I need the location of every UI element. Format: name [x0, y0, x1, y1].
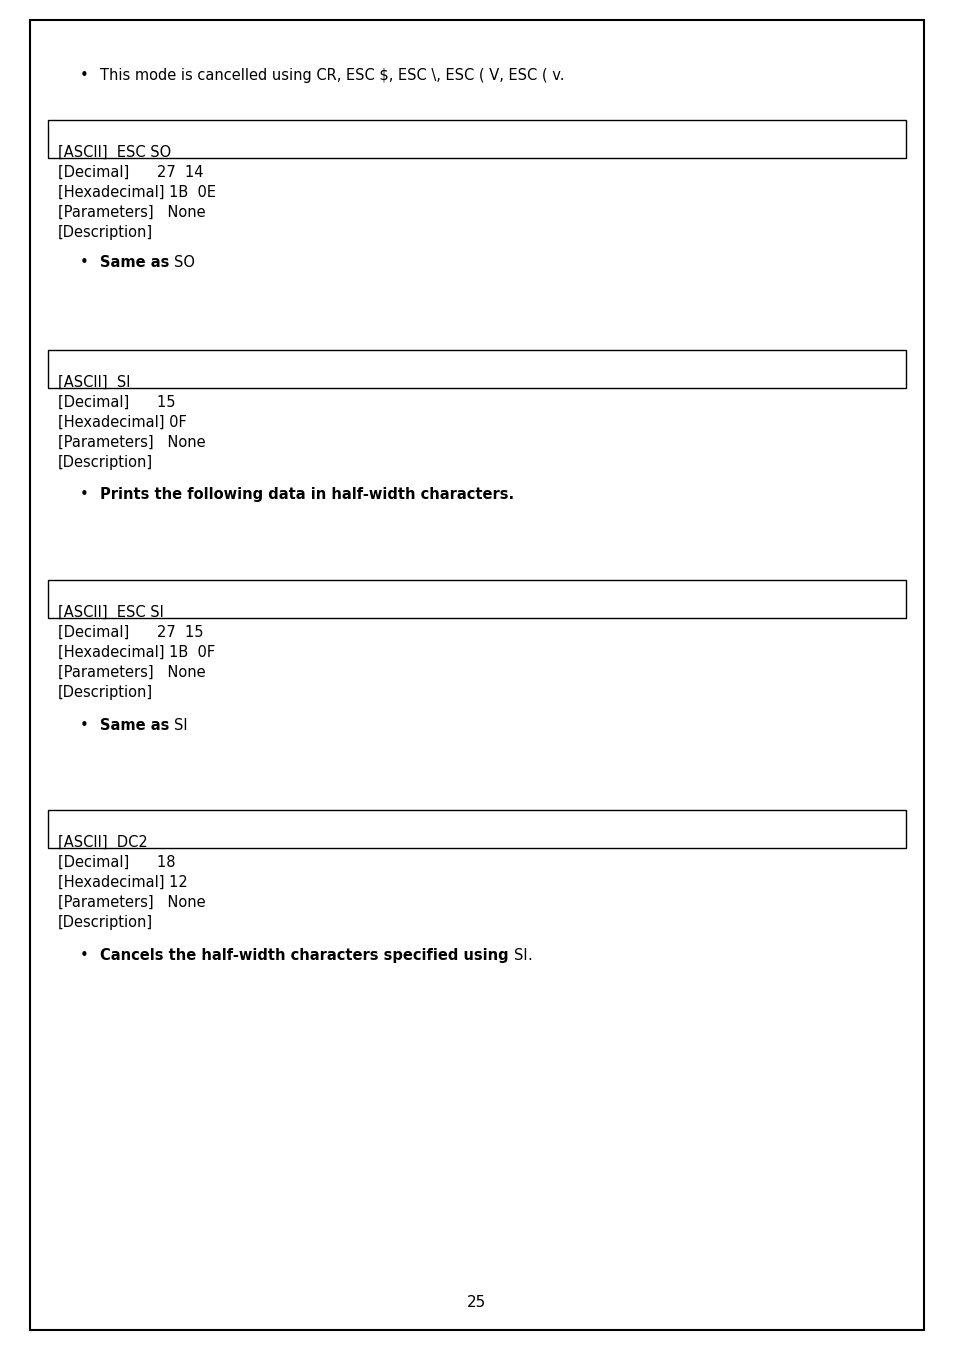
Text: [Hexadecimal] 1B  0E: [Hexadecimal] 1B 0E — [58, 185, 215, 200]
Text: SO: SO — [174, 255, 195, 270]
Text: SI: SI — [174, 718, 188, 733]
Text: 25: 25 — [467, 1295, 486, 1309]
Text: Same as: Same as — [100, 255, 174, 270]
Text: [Parameters]   None: [Parameters] None — [58, 205, 206, 220]
Text: [Parameters]   None: [Parameters] None — [58, 895, 206, 910]
Bar — [48, 580, 905, 618]
Text: [Hexadecimal] 0F: [Hexadecimal] 0F — [58, 414, 187, 431]
Text: [Parameters]   None: [Parameters] None — [58, 435, 206, 450]
Text: [Description]: [Description] — [58, 455, 153, 470]
Text: [ASCII]  ESC SI: [ASCII] ESC SI — [58, 605, 164, 620]
Bar — [48, 350, 905, 387]
Text: [Parameters]   None: [Parameters] None — [58, 666, 206, 680]
Text: [Description]: [Description] — [58, 684, 153, 701]
Bar — [48, 120, 905, 158]
Text: [ASCII]  DC2: [ASCII] DC2 — [58, 836, 148, 850]
Text: [Description]: [Description] — [58, 915, 153, 930]
Text: •: • — [79, 948, 89, 963]
Text: [Decimal]      27  15: [Decimal] 27 15 — [58, 625, 203, 640]
Text: [Description]: [Description] — [58, 225, 153, 240]
Text: •: • — [79, 68, 89, 82]
Text: [Hexadecimal] 1B  0F: [Hexadecimal] 1B 0F — [58, 645, 214, 660]
Text: Cancels the half-width characters specified using: Cancels the half-width characters specif… — [100, 948, 514, 963]
Text: •: • — [79, 255, 89, 270]
Text: [Hexadecimal] 12: [Hexadecimal] 12 — [58, 875, 188, 890]
Text: •: • — [79, 487, 89, 502]
Text: SI: SI — [514, 948, 527, 963]
Text: [Decimal]      18: [Decimal] 18 — [58, 855, 175, 869]
Bar — [48, 810, 905, 848]
Text: [Decimal]      15: [Decimal] 15 — [58, 396, 175, 410]
Text: This mode is cancelled using CR, ESC $, ESC \, ESC ( V, ESC ( v.: This mode is cancelled using CR, ESC $, … — [100, 68, 564, 82]
Text: Same as: Same as — [100, 718, 174, 733]
Text: [ASCII]  ESC SO: [ASCII] ESC SO — [58, 144, 172, 161]
Text: •: • — [79, 718, 89, 733]
Text: .: . — [527, 948, 532, 963]
Text: Prints the following data in half-width characters.: Prints the following data in half-width … — [100, 487, 514, 502]
Text: [ASCII]  SI: [ASCII] SI — [58, 375, 131, 390]
Text: [Decimal]      27  14: [Decimal] 27 14 — [58, 165, 203, 180]
